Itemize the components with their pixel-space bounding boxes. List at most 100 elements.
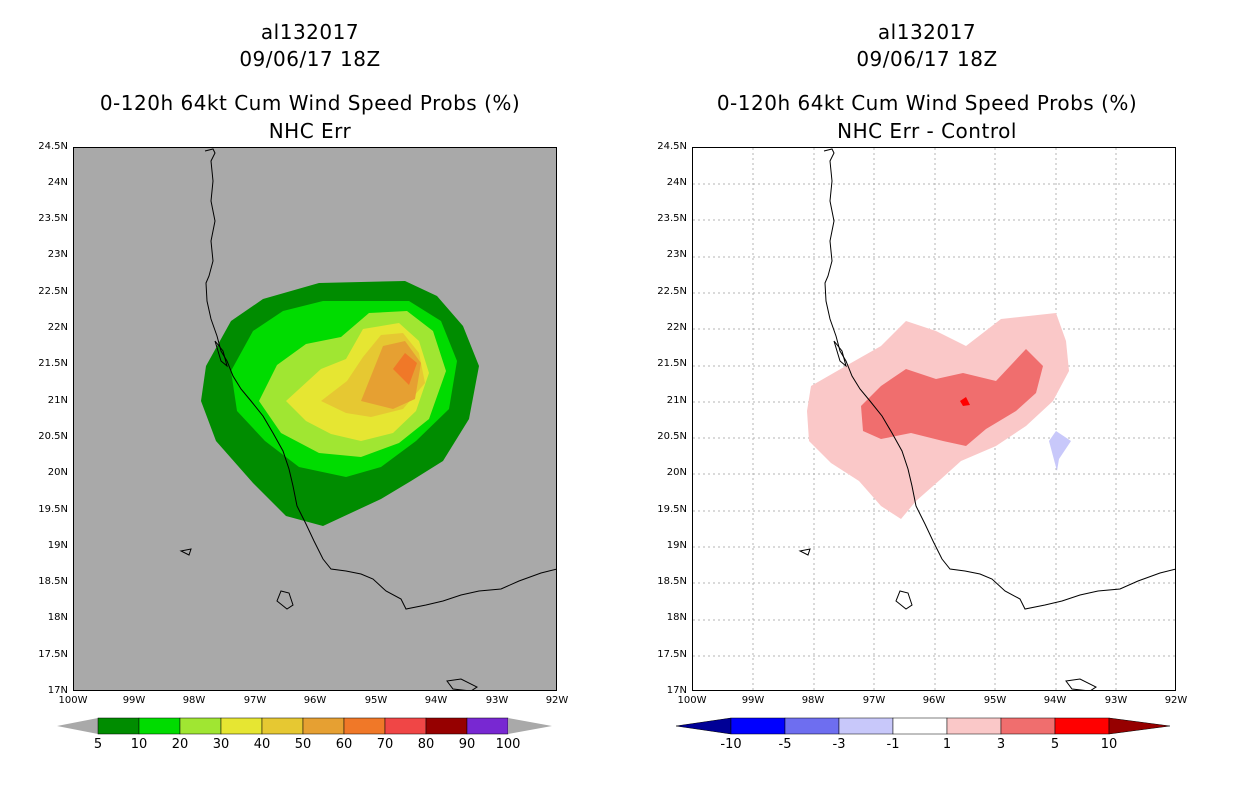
right-product: 0-120h 64kt Cum Wind Speed Probs (%) <box>716 91 1138 115</box>
right-lat-label: 23.5N <box>657 213 687 224</box>
left-subtitle: NHC Err <box>268 119 352 143</box>
left-cbar-box <box>425 717 468 735</box>
left-product: 0-120h 64kt Cum Wind Speed Probs (%) <box>99 91 521 115</box>
right-cbar-under <box>675 717 732 735</box>
left-lat-label: 19N <box>47 540 68 551</box>
left-cbar-box <box>220 717 263 735</box>
left-lat-label: 17.5N <box>38 649 68 660</box>
diff-5to10 <box>960 397 970 406</box>
diff-neg1to3 <box>1049 431 1071 471</box>
left-cbar-box <box>97 717 140 735</box>
left-lat-label: 22.5N <box>38 286 68 297</box>
left-cbar-label: 60 <box>335 737 353 752</box>
right-cbar-label: -5 <box>778 737 792 752</box>
left-date: 09/06/17 18Z <box>239 47 381 71</box>
right-lat-label: 19N <box>666 540 687 551</box>
left-cbar-box <box>138 717 181 735</box>
right-colorbar <box>675 717 1171 735</box>
right-map-svg <box>693 148 1175 690</box>
right-lat-label: 23N <box>666 249 687 260</box>
right-lat-label: 21N <box>666 395 687 406</box>
left-cbar-under <box>57 718 98 734</box>
right-cbar-box <box>1000 717 1056 735</box>
right-lon-label: 92W <box>1164 695 1188 706</box>
left-lat-label: 18N <box>47 612 68 623</box>
right-cbar-label: -10 <box>720 737 742 752</box>
right-lat-label: 21.5N <box>657 358 687 369</box>
right-cbar-over <box>1108 717 1171 735</box>
right-lat-label: 24N <box>666 177 687 188</box>
left-lat-label: 23.5N <box>38 213 68 224</box>
right-cbar-label: -3 <box>832 737 846 752</box>
left-cbar-box <box>261 717 304 735</box>
left-cbar-label: 5 <box>93 737 103 752</box>
left-lat-label: 23N <box>47 249 68 260</box>
left-lon-label: 93W <box>485 695 509 706</box>
right-lat-label: 18.5N <box>657 576 687 587</box>
right-subtitle: NHC Err - Control <box>837 119 1017 143</box>
left-map <box>73 147 557 691</box>
left-lon-label: 95W <box>364 695 388 706</box>
left-map-svg <box>179 148 556 690</box>
right-cbar-label: -1 <box>886 737 900 752</box>
left-cbar-label: 90 <box>458 737 476 752</box>
left-cbar-box <box>384 717 427 735</box>
right-cbar-box <box>838 717 894 735</box>
left-lat-label: 20N <box>47 467 68 478</box>
right-lat-label: 20.5N <box>657 431 687 442</box>
right-lat-label: 19.5N <box>657 504 687 515</box>
right-cbar-label: 5 <box>1050 737 1060 752</box>
left-lon-label: 97W <box>243 695 267 706</box>
right-cbar-box <box>730 717 786 735</box>
left-lat-label: 21.5N <box>38 358 68 369</box>
right-cbar-label: 3 <box>996 737 1006 752</box>
right-lat-label: 20N <box>666 467 687 478</box>
coastline <box>179 148 556 690</box>
right-lon-label: 96W <box>922 695 946 706</box>
right-lon-label: 100W <box>677 695 707 706</box>
left-lat-label: 18.5N <box>38 576 68 587</box>
right-lat-label: 22.5N <box>657 286 687 297</box>
prob-60 <box>393 353 417 385</box>
left-lat-label: 22N <box>47 322 68 333</box>
left-cbar-over <box>508 718 552 734</box>
left-cbar-label: 50 <box>294 737 312 752</box>
left-cbar-box <box>466 717 509 735</box>
left-cbar-label: 20 <box>171 737 189 752</box>
left-lon-label: 94W <box>424 695 448 706</box>
left-cbar-label: 100 <box>495 737 521 752</box>
right-lat-label: 17N <box>666 685 687 696</box>
right-cbar-box <box>892 717 948 735</box>
right-lat-label: 24.5N <box>657 141 687 152</box>
right-cbar-box <box>946 717 1002 735</box>
right-storm-id: al132017 <box>877 20 977 44</box>
left-cbar-label: 10 <box>130 737 148 752</box>
left-lon-label: 92W <box>545 695 569 706</box>
left-lon-label: 100W <box>58 695 88 706</box>
diff-3to5 <box>861 349 1043 446</box>
right-lon-label: 97W <box>862 695 886 706</box>
left-lat-label: 20.5N <box>38 431 68 442</box>
left-storm-id: al132017 <box>260 20 360 44</box>
left-lat-label: 17N <box>47 685 68 696</box>
right-lat-label: 17.5N <box>657 649 687 660</box>
left-cbar-label: 30 <box>212 737 230 752</box>
right-lat-label: 18N <box>666 612 687 623</box>
right-cbar-box <box>784 717 840 735</box>
left-cbar-label: 40 <box>253 737 271 752</box>
left-cbar-box <box>179 717 222 735</box>
right-cbar-label: 1 <box>942 737 952 752</box>
right-lon-label: 94W <box>1043 695 1067 706</box>
right-lat-label: 22N <box>666 322 687 333</box>
left-cbar-label: 70 <box>376 737 394 752</box>
right-map <box>692 147 1176 691</box>
right-lon-label: 98W <box>801 695 825 706</box>
left-cbar-box <box>302 717 345 735</box>
left-lat-label: 21N <box>47 395 68 406</box>
coastline-right <box>798 148 1175 690</box>
left-lon-label: 96W <box>303 695 327 706</box>
right-lon-label: 99W <box>741 695 765 706</box>
right-cbar-box <box>1054 717 1110 735</box>
right-date: 09/06/17 18Z <box>856 47 998 71</box>
left-cbar-label: 80 <box>417 737 435 752</box>
